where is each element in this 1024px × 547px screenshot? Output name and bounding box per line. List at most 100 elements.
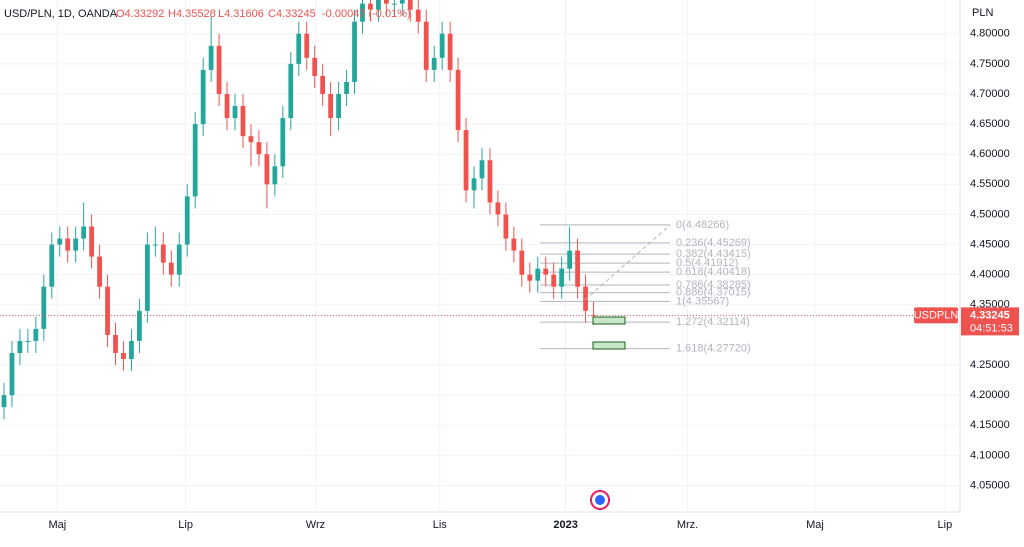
ohlc-high: H4.35528 <box>168 8 216 20</box>
candle-body <box>208 45 214 70</box>
y-tick-label: 4.75000 <box>970 58 1010 70</box>
candle-body <box>17 340 23 353</box>
candle-body <box>479 160 485 179</box>
candle-body <box>113 334 118 353</box>
candle-body <box>399 0 405 4</box>
x-tick-label: Mrz. <box>677 519 698 531</box>
ohlc-open: O4.33292 <box>116 8 164 20</box>
candle-body <box>192 124 198 197</box>
candle-body <box>471 178 477 191</box>
fib-label: 0.786(4.38285) <box>676 279 751 291</box>
fib-label: 0.886(4.37015) <box>676 287 751 299</box>
candle-body <box>487 160 493 203</box>
currency: PLN <box>972 7 993 19</box>
candle-body <box>272 166 278 185</box>
candle-body <box>97 256 102 287</box>
y-tick-label: 4.05000 <box>970 479 1010 491</box>
x-tick-label: 2023 <box>553 519 577 531</box>
candle-body <box>73 238 79 251</box>
event-icon-flag <box>595 495 605 505</box>
fib-label: 1(4.35567) <box>676 295 729 307</box>
candle-body <box>129 340 134 360</box>
candle-body <box>320 75 326 94</box>
candle-body <box>25 340 31 342</box>
candle-body <box>591 315 596 317</box>
candle-body <box>296 33 302 64</box>
candle-body <box>256 142 262 155</box>
candle-body <box>583 286 588 311</box>
candle-body <box>328 93 334 119</box>
candle-body <box>168 262 174 275</box>
candle-body <box>160 244 166 263</box>
candle-body <box>407 0 413 10</box>
candle-body <box>519 250 525 275</box>
candle-body <box>41 286 47 329</box>
candle-body <box>527 274 533 281</box>
candle-body <box>9 352 15 396</box>
candle-body <box>551 274 557 287</box>
x-tick-label: Maj <box>806 519 824 531</box>
candle-body <box>1 395 7 408</box>
candle-body <box>344 81 349 94</box>
ohlc-change: -0.00047 (-0.01%) <box>322 8 411 20</box>
candle-body <box>368 3 373 10</box>
candle-body <box>391 3 397 5</box>
y-tick-label: 4.65000 <box>970 118 1010 130</box>
candle-body <box>439 33 445 58</box>
candle-body <box>216 45 222 94</box>
x-tick-label: Lis <box>433 519 448 531</box>
candle-body <box>200 69 206 125</box>
candle-body <box>248 136 254 143</box>
candle-body <box>503 214 509 239</box>
y-tick-label: 4.10000 <box>970 449 1010 461</box>
fib-label: 0(4.48266) <box>676 219 729 231</box>
candle-body <box>105 286 110 335</box>
y-tick-label: 4.80000 <box>970 28 1010 40</box>
candle-body <box>312 57 318 76</box>
x-tick-label: Lip <box>938 519 953 531</box>
candle-body <box>65 238 71 251</box>
ticker-tag-bg <box>914 307 958 324</box>
candle-body <box>455 69 461 131</box>
candle-body <box>144 244 150 311</box>
candle-body <box>33 328 39 341</box>
candle-body <box>176 244 182 275</box>
y-tick-label: 4.50000 <box>970 208 1010 220</box>
candle-body <box>152 244 158 246</box>
candle-body <box>280 118 286 167</box>
candle-body <box>543 268 549 275</box>
candle-body <box>232 106 238 119</box>
price-tag-bg <box>961 307 1019 336</box>
candle-body <box>495 202 501 215</box>
candle-body <box>336 93 341 119</box>
y-tick-label: 4.40000 <box>970 269 1010 281</box>
candle-body <box>463 130 469 191</box>
y-tick-label: 4.55000 <box>970 178 1010 190</box>
y-tick-label: 4.70000 <box>970 88 1010 100</box>
ohlc-low: L4.31606 <box>218 8 264 20</box>
candle-body <box>384 0 389 4</box>
x-tick-label: Maj <box>48 519 66 531</box>
symbol: USD/PLN, 1D, OANDA <box>4 8 118 20</box>
y-tick-label: 4.15000 <box>970 419 1010 431</box>
ticker-tag: USDPLN <box>914 309 959 321</box>
candle-body <box>240 106 246 137</box>
candle-body <box>431 57 437 70</box>
countdown: 04:51:53 <box>970 322 1013 334</box>
candle-body <box>559 268 565 287</box>
range-box <box>592 341 626 350</box>
candle-body <box>447 33 453 70</box>
candle-body <box>89 226 95 257</box>
y-tick-label: 4.45000 <box>970 238 1010 250</box>
fib-label: 0.618(4.40418) <box>676 266 751 278</box>
y-tick-label: 4.25000 <box>970 359 1010 371</box>
fib-label: 0.236(4.45269) <box>676 237 751 249</box>
candle-body <box>264 154 270 185</box>
fib-label: 1.272(4.32114) <box>676 316 750 328</box>
candle-body <box>121 352 126 360</box>
candle-body <box>376 0 381 10</box>
candle-body <box>575 250 580 287</box>
fib-label: 0.382(4.43415) <box>676 248 751 260</box>
candle-body <box>567 250 573 269</box>
